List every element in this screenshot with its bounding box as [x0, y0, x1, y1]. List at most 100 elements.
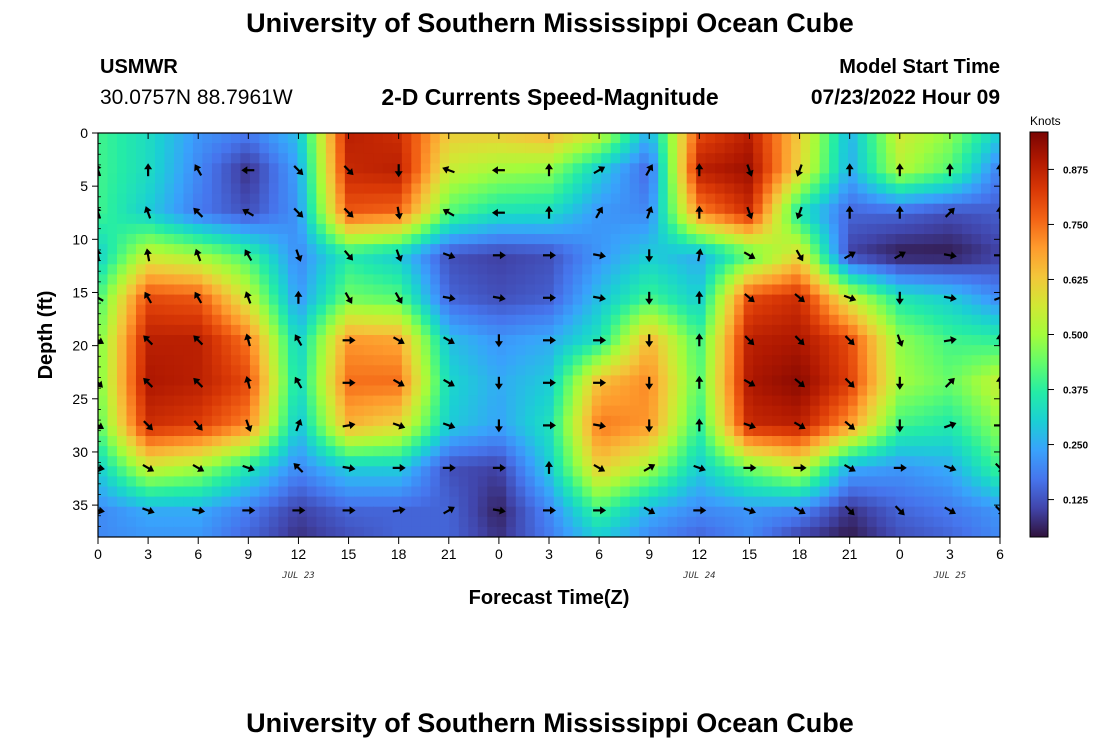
- heatmap-cell: [335, 365, 346, 376]
- heatmap-cell: [810, 405, 821, 417]
- heatmap-cell: [658, 304, 669, 316]
- heatmap-cell: [924, 345, 935, 356]
- heatmap-cell: [135, 284, 147, 296]
- heatmap-cell: [990, 143, 1000, 154]
- heatmap-cell: [116, 133, 128, 144]
- heatmap-cell: [430, 415, 441, 427]
- current-vector-arrow: [543, 336, 556, 345]
- y-tick-label: 10: [72, 231, 88, 247]
- heatmap-cell: [677, 294, 688, 306]
- heatmap-cell: [249, 203, 261, 215]
- heatmap-cell: [962, 294, 973, 306]
- heatmap-cell: [449, 345, 460, 356]
- heatmap-cell: [354, 183, 365, 195]
- heatmap-cell: [667, 264, 678, 275]
- heatmap-cell: [202, 133, 213, 144]
- heatmap-cell: [192, 254, 204, 265]
- heatmap-cell: [601, 223, 612, 235]
- heatmap-cell: [306, 264, 317, 275]
- heatmap-cell: [943, 193, 954, 205]
- x-tick-label: 18: [792, 546, 808, 562]
- heatmap-cell: [506, 436, 517, 447]
- heatmap-cell: [553, 456, 564, 467]
- heatmap-cell: [173, 466, 185, 477]
- y-tick-label: 20: [72, 338, 88, 354]
- heatmap-cell: [867, 314, 878, 326]
- heatmap-cell: [895, 456, 906, 467]
- current-vector-arrow: [491, 166, 505, 175]
- heatmap-cell: [753, 183, 764, 195]
- heatmap-cell: [373, 526, 384, 537]
- heatmap-cell: [819, 476, 830, 488]
- heatmap-cell: [515, 425, 526, 437]
- heatmap-cell: [525, 335, 536, 346]
- heatmap-cell: [515, 163, 526, 174]
- heatmap-cell: [135, 223, 147, 235]
- heatmap-cell: [933, 143, 944, 154]
- heatmap-cell: [772, 496, 783, 508]
- heatmap-cell: [278, 415, 289, 427]
- heatmap-cell: [962, 526, 973, 537]
- heatmap-cell: [734, 526, 745, 537]
- heatmap-cell: [164, 143, 175, 154]
- heatmap-cell: [439, 365, 450, 376]
- heatmap-cell: [496, 324, 507, 336]
- heatmap-cell: [278, 294, 289, 306]
- heatmap-cell: [753, 385, 764, 397]
- heatmap-cell: [952, 446, 963, 457]
- heatmap-cell: [316, 335, 327, 346]
- heatmap-cell: [316, 405, 327, 417]
- current-vector-arrow: [442, 421, 456, 430]
- heatmap-cell: [648, 324, 659, 336]
- heatmap-cell: [259, 274, 270, 286]
- heatmap-cell: [487, 173, 498, 185]
- heatmap-cell: [943, 466, 954, 477]
- heatmap-cell: [373, 254, 384, 265]
- heatmap-cell: [943, 304, 954, 316]
- heatmap-cell: [610, 425, 621, 437]
- heatmap-cell: [154, 375, 166, 387]
- heatmap-cell: [534, 284, 545, 296]
- heatmap-cell: [515, 143, 526, 154]
- heatmap-cell: [943, 294, 954, 306]
- heatmap-cell: [154, 294, 166, 306]
- heatmap-cell: [449, 486, 460, 498]
- heatmap-cell: [458, 223, 469, 235]
- heatmap-cell: [791, 365, 802, 376]
- heatmap-cell: [183, 476, 194, 488]
- heatmap-cell: [316, 284, 327, 296]
- heatmap-cell: [724, 375, 735, 387]
- heatmap-cell: [363, 223, 374, 235]
- heatmap-cell: [297, 203, 308, 215]
- heatmap-cell: [297, 193, 308, 205]
- heatmap-cell: [107, 436, 118, 447]
- heatmap-cell: [610, 223, 621, 235]
- heatmap-cell: [705, 335, 716, 346]
- heatmap-cell: [667, 324, 678, 336]
- heatmap-cell: [107, 486, 118, 498]
- heatmap-cell: [791, 345, 802, 356]
- heatmap-cell: [515, 203, 526, 215]
- heatmap-cell: [981, 244, 992, 255]
- heatmap-cell: [430, 405, 441, 417]
- heatmap-cell: [354, 314, 365, 326]
- heatmap-cell: [382, 163, 393, 174]
- heatmap-cell: [382, 516, 393, 528]
- x-tick-label: 6: [595, 546, 603, 562]
- heatmap-cell: [325, 476, 336, 488]
- current-vector-arrow: [844, 377, 855, 388]
- heatmap-cell: [819, 133, 830, 144]
- heatmap-cell: [278, 324, 289, 336]
- heatmap-cell: [420, 153, 431, 164]
- heatmap-cell: [620, 506, 631, 518]
- heatmap-cell: [211, 516, 223, 528]
- heatmap-cell: [335, 335, 346, 346]
- heatmap-cell: [297, 163, 308, 174]
- heatmap-cell: [211, 395, 223, 407]
- heatmap-cell: [107, 274, 118, 286]
- heatmap-cell: [430, 254, 441, 265]
- heatmap-cell: [829, 526, 840, 537]
- heatmap-cell: [914, 183, 925, 195]
- heatmap-cell: [249, 466, 261, 477]
- heatmap-cell: [629, 385, 640, 397]
